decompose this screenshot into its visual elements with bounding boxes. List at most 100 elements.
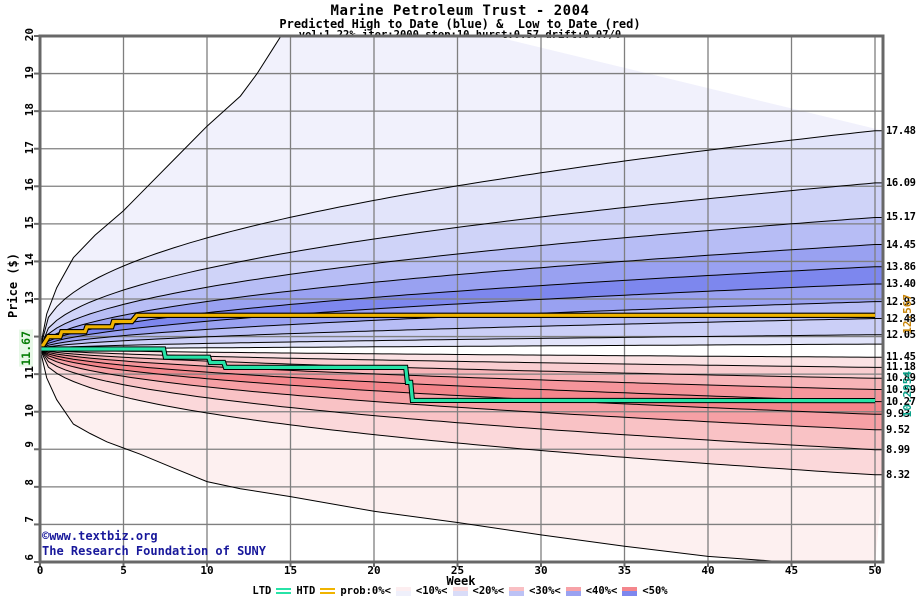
band-boundary-curve <box>40 334 883 350</box>
low-probability-band <box>40 349 883 402</box>
boundary-end-label: 10.27 <box>886 395 916 408</box>
copyright-org: The Research Foundation of SUNY <box>42 544 266 558</box>
x-tick-label: 30 <box>534 564 548 577</box>
legend-ltd-swatch-bar <box>276 587 292 591</box>
legend-prob-band-label: <50% <box>642 585 668 597</box>
boundary-end-label: 16.09 <box>886 176 916 189</box>
legend-prob-band-label: <20%< <box>472 585 505 597</box>
legend-prob-swatch-40 <box>565 586 581 596</box>
x-tick-label: 0 <box>36 564 44 577</box>
boundary-end-label: 17.48 <box>886 124 916 137</box>
y-tick-label: 19 <box>23 65 36 79</box>
legend-ltd-label: LTD <box>252 585 272 597</box>
ltd-final-value-label: 10.2954 <box>901 371 914 418</box>
legend-prob-swatch-50 <box>622 586 638 596</box>
legend-prob-swatch-30 <box>509 586 525 596</box>
high-probability-band <box>40 284 883 349</box>
band-boundary-curve <box>40 130 883 350</box>
band-boundary-curve <box>40 348 883 451</box>
y-tick-label: 8 <box>23 478 36 486</box>
boundary-end-label: 13.86 <box>886 260 916 273</box>
y-tick-label: 17 <box>23 140 36 154</box>
x-tick-label: 40 <box>701 564 715 577</box>
x-tick-label: 50 <box>868 564 882 577</box>
y-axis-title: Price ($) <box>6 253 20 319</box>
legend-prob-label: prob:0%< <box>340 585 391 597</box>
x-tick-label: 45 <box>784 564 799 577</box>
boundary-end-label: 15.17 <box>886 211 916 224</box>
boundary-end-label: 11.45 <box>886 351 916 364</box>
legend-swatch-blue-half <box>565 591 581 596</box>
chart-parameters: vol:1.22% iter:2000 step:10 hurst:0.57 d… <box>298 29 622 41</box>
y-tick-label: 9 <box>23 441 36 448</box>
x-tick-label: 35 <box>617 564 632 577</box>
y-tick-label: 11 <box>23 366 36 380</box>
band-boundary-curve <box>40 348 883 415</box>
boundary-end-label: 12.05 <box>886 328 916 341</box>
boundary-end-label: 14.45 <box>886 238 916 251</box>
band-boundary-curve <box>40 283 883 350</box>
legend-prob-band-label: <40%< <box>585 585 618 597</box>
band-boundary-curve <box>40 348 883 476</box>
legend-swatch-red-half <box>622 586 638 591</box>
y-tick-label: 15 <box>23 215 36 230</box>
plot-area <box>40 36 883 562</box>
boundary-end-label: 9.52 <box>886 423 910 436</box>
legend-prob-band-label: <10%< <box>415 585 448 597</box>
low-probability-band <box>40 349 883 475</box>
legend-swatch-blue-half <box>509 591 525 596</box>
high-probability-band <box>40 36 883 349</box>
y-tick-label: 13 <box>23 291 36 305</box>
ltd-line <box>40 347 876 403</box>
band-boundary-curve <box>40 244 883 350</box>
chart-title: Marine Petroleum Trust - 2004 <box>330 3 590 19</box>
x-tick-label: 5 <box>120 564 127 577</box>
legend-swatch-blue-half <box>452 591 468 596</box>
legend-prob-swatch-20 <box>452 586 468 596</box>
legend-swatch-red-half <box>565 586 581 591</box>
high-probability-band <box>40 334 883 349</box>
legend-htd-swatch-bar <box>320 587 336 591</box>
y-tick-label: 10 <box>23 403 36 417</box>
band-boundary-curve <box>40 348 883 358</box>
low-probability-band <box>40 349 883 430</box>
boundary-end-label: 11.18 <box>886 361 916 374</box>
boundary-end-label: 8.99 <box>886 443 910 456</box>
band-boundary-curve <box>40 182 883 350</box>
band-boundary-curve <box>40 318 883 350</box>
legend-prob-swatch-10 <box>395 586 411 596</box>
low-probability-band <box>40 349 883 562</box>
legend-htd-swatch-bar <box>320 591 336 595</box>
high-probability-band <box>40 217 883 349</box>
y-tick-label: 14 <box>23 253 36 267</box>
legend-swatch-red-half <box>509 586 525 591</box>
high-probability-band <box>40 318 883 349</box>
boundary-end-label: 9.93 <box>886 408 910 421</box>
legend-swatch-blue-half <box>622 591 638 596</box>
start-price-label: 11.67 <box>19 330 33 367</box>
band-boundary-curve <box>40 348 883 431</box>
band-boundary-curve <box>40 343 883 350</box>
legend-htd-swatch <box>320 587 336 596</box>
legend: LTD HTD prob:0%< <10%< <20%< <30%< <40%< <50% <box>0 585 920 597</box>
high-probability-band <box>40 266 883 349</box>
x-tick-label: 10 <box>200 564 214 577</box>
band-boundary-curve <box>40 348 883 390</box>
low-probability-band <box>40 349 883 450</box>
y-tick-label: 7 <box>23 516 36 524</box>
y-tick-label: 6 <box>23 554 36 561</box>
legend-prob-band-label: <30%< <box>529 585 561 597</box>
legend-swatch-red-half <box>452 586 468 591</box>
band-boundary-curve <box>40 348 883 403</box>
legend-ltd-swatch <box>276 587 292 596</box>
band-boundary-curve <box>40 36 282 350</box>
x-tick-label: 15 <box>283 564 298 577</box>
chart-subtitle: Predicted High to Date (blue) & Low to D… <box>279 17 641 31</box>
high-probability-band <box>40 244 883 349</box>
band-boundary-curve <box>40 348 810 562</box>
y-tick-label: 20 <box>23 28 36 42</box>
high-probability-band <box>40 130 883 349</box>
low-probability-band <box>40 349 883 368</box>
legend-swatch-red-half <box>395 586 411 591</box>
